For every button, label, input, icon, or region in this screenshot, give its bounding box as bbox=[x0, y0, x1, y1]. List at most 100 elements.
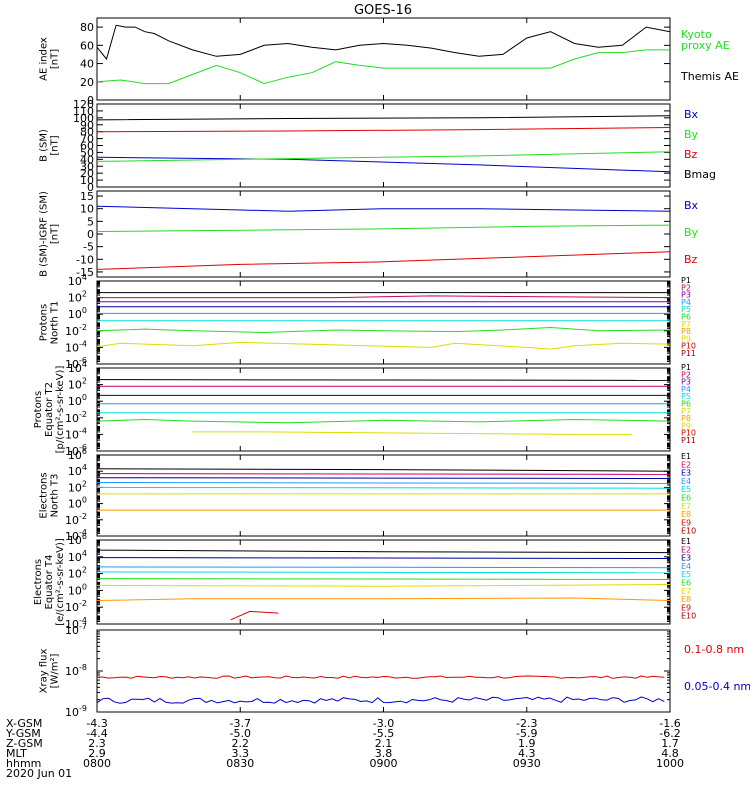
y-axis-label: Electrons bbox=[39, 472, 50, 518]
y-tick-exponent: 2 bbox=[82, 290, 87, 299]
legend-entry: P5 bbox=[681, 392, 691, 401]
y-tick-exponent: -2 bbox=[79, 512, 87, 521]
series-p8 bbox=[96, 341, 671, 350]
y-tick-label: 120 bbox=[73, 98, 94, 111]
series-e7 bbox=[96, 597, 671, 601]
footer-value: 4.3 bbox=[518, 747, 536, 760]
y-tick-exponent: 4 bbox=[82, 549, 87, 558]
y-tick-label: 10 bbox=[80, 174, 94, 187]
legend-entry: P10 bbox=[681, 342, 696, 351]
legend-entry: E1 bbox=[681, 452, 691, 461]
series-by bbox=[96, 151, 671, 162]
series-bz bbox=[96, 251, 671, 270]
legend-entry: E3 bbox=[681, 554, 691, 563]
y-tick-label: 100 bbox=[73, 112, 94, 125]
y-tick-label: 100 bbox=[68, 306, 87, 321]
y-tick-exponent: 4 bbox=[82, 273, 87, 282]
series-e5 bbox=[96, 486, 671, 489]
y-tick-label: 20 bbox=[80, 76, 94, 89]
series-p2 bbox=[97, 295, 671, 299]
series-0-1-0-8-nm bbox=[96, 675, 665, 679]
legend-entry: Kyoto bbox=[681, 28, 712, 41]
y-tick-exponent: -9 bbox=[79, 704, 87, 713]
y-tick-exponent: -2 bbox=[79, 410, 87, 419]
footer-row-label: Z-GSM bbox=[6, 737, 43, 750]
y-tick-label: 104 bbox=[68, 463, 87, 478]
y-tick-label: 104 bbox=[68, 273, 87, 288]
y-tick-exponent: 2 bbox=[82, 566, 87, 575]
y-tick-exponent: 0 bbox=[82, 393, 87, 402]
legend-entry: Themis AE bbox=[680, 70, 739, 83]
series-p6 bbox=[96, 418, 671, 424]
legend-entry: E7 bbox=[681, 502, 691, 511]
series-e3 bbox=[96, 566, 671, 569]
panel-frame bbox=[96, 280, 671, 365]
legend-entry: E8 bbox=[681, 510, 691, 519]
y-axis-label: Equator T2 bbox=[44, 382, 55, 437]
y-tick-label: 10-9 bbox=[65, 704, 87, 719]
series-e2 bbox=[96, 557, 671, 559]
legend-entry: Bz bbox=[684, 148, 698, 161]
y-tick-exponent: -4 bbox=[79, 426, 87, 435]
legend-entry: 0.05-0.4 nm bbox=[684, 680, 750, 693]
footer-value: 0800 bbox=[83, 757, 111, 770]
y-tick-exponent: -8 bbox=[79, 663, 87, 672]
legend-entry: P11 bbox=[681, 349, 696, 358]
y-tick-label: 104 bbox=[68, 360, 87, 375]
legend-entry: E2 bbox=[681, 545, 691, 554]
y-axis-label: B (SM) bbox=[39, 129, 50, 162]
legend-entry: E4 bbox=[681, 562, 691, 571]
legend-entry: E10 bbox=[681, 612, 696, 621]
footer-value: -4.4 bbox=[86, 727, 107, 740]
legend-entry: Bz bbox=[684, 253, 698, 266]
legend-entry: E5 bbox=[681, 485, 691, 494]
y-tick-label: 100 bbox=[68, 496, 87, 511]
legend-entry: 0.1-0.8 nm bbox=[684, 643, 744, 656]
y-tick-label: 106 bbox=[68, 532, 87, 547]
y-tick-exponent: 0 bbox=[82, 496, 87, 505]
series-e1 bbox=[96, 468, 671, 472]
legend-entry: Bx bbox=[684, 108, 699, 121]
series-p1 bbox=[96, 379, 671, 381]
footer-value: 0900 bbox=[370, 757, 398, 770]
y-tick-label: 10-4 bbox=[65, 339, 87, 354]
panel-frame bbox=[96, 629, 671, 713]
y-tick-label: 50 bbox=[80, 146, 94, 159]
y-tick-label: 100 bbox=[68, 393, 87, 408]
y-tick-exponent: -2 bbox=[79, 323, 87, 332]
footer-value: -6.2 bbox=[659, 727, 680, 740]
legend-entry: E10 bbox=[681, 527, 696, 536]
y-tick-exponent: -2 bbox=[79, 599, 87, 608]
legend-entry: P7 bbox=[681, 320, 691, 329]
footer-value: -3.0 bbox=[373, 717, 394, 730]
footer-row-label: 2020 Jun 01 bbox=[6, 767, 72, 780]
footer-row-label: MLT bbox=[6, 747, 27, 760]
y-axis-label: Electrons bbox=[33, 559, 44, 605]
footer-value: 0930 bbox=[513, 757, 541, 770]
y-tick-exponent: 6 bbox=[82, 447, 87, 456]
footer-value: 2.2 bbox=[232, 737, 250, 750]
y-tick-label: -5 bbox=[83, 241, 94, 254]
y-tick-label: 80 bbox=[80, 126, 94, 139]
y-tick-label: 10-2 bbox=[65, 410, 87, 425]
y-tick-label: 20 bbox=[80, 167, 94, 180]
legend-entry: P2 bbox=[681, 283, 691, 292]
footer-value: 2.9 bbox=[88, 747, 106, 760]
y-tick-exponent: -4 bbox=[79, 528, 87, 537]
y-tick-exponent: -6 bbox=[79, 443, 87, 452]
y-axis-label: B (SM)-IGRF (SM) bbox=[39, 191, 50, 277]
y-tick-label: 40 bbox=[80, 153, 94, 166]
y-tick-exponent: 2 bbox=[82, 377, 87, 386]
legend-entry: Bmag bbox=[684, 168, 716, 181]
series-bx bbox=[96, 156, 671, 173]
y-tick-label: 15 bbox=[80, 190, 94, 203]
footer-value: 3.8 bbox=[375, 747, 393, 760]
footer-value: -3.7 bbox=[230, 717, 251, 730]
y-axis-label: Equator T4 bbox=[44, 555, 55, 610]
y-tick-label: 102 bbox=[68, 377, 87, 392]
y-axis-label: Xray flux bbox=[39, 649, 50, 694]
y-tick-label: 10-4 bbox=[65, 426, 87, 441]
